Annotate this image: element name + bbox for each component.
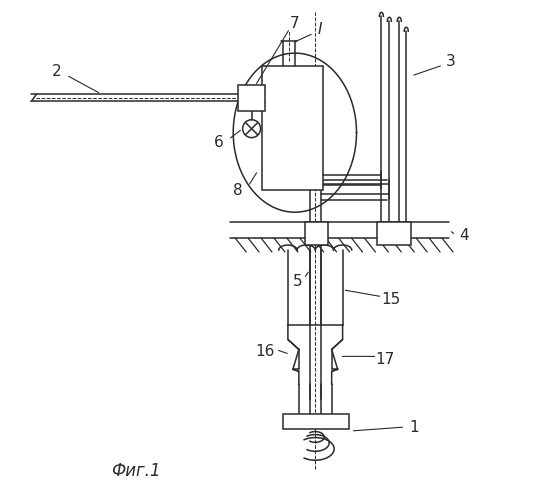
Text: 4: 4 <box>459 228 469 242</box>
Text: 1: 1 <box>410 420 419 434</box>
Text: I: I <box>318 22 322 36</box>
Bar <box>378 222 411 245</box>
Bar <box>238 85 265 111</box>
Bar <box>305 222 327 245</box>
Text: 6: 6 <box>213 135 223 150</box>
Text: 2: 2 <box>51 64 61 78</box>
Text: 7: 7 <box>290 16 300 31</box>
Text: 17: 17 <box>376 352 395 367</box>
Text: 15: 15 <box>382 292 401 307</box>
Text: Фиг.1: Фиг.1 <box>111 462 160 480</box>
Text: 8: 8 <box>233 183 243 198</box>
Bar <box>262 66 323 190</box>
Text: 3: 3 <box>446 54 456 68</box>
Text: 16: 16 <box>255 344 275 359</box>
Bar <box>283 414 349 429</box>
Text: 5: 5 <box>293 274 302 289</box>
